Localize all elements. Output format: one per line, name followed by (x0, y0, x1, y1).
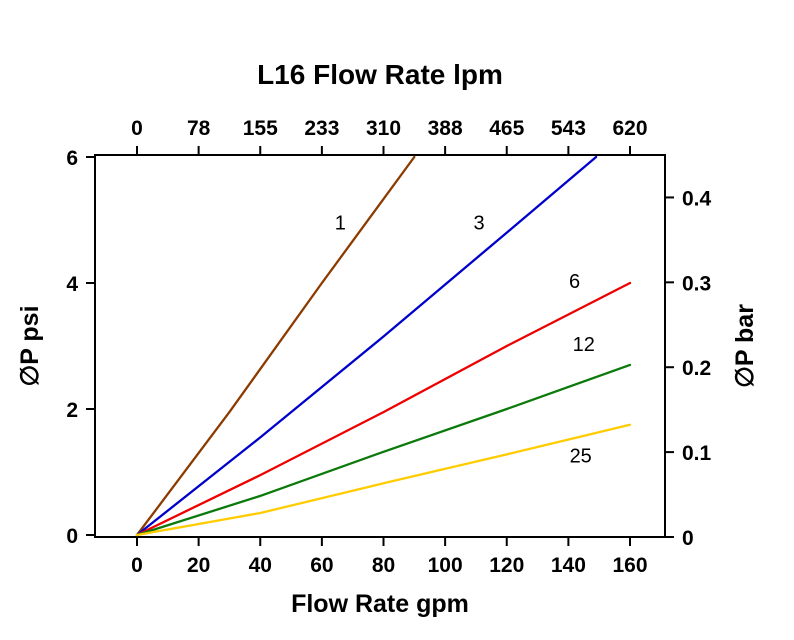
series-label-6: 6 (569, 271, 580, 293)
x-top-tick-label: 155 (243, 117, 278, 140)
x-top-tick-label: 310 (366, 117, 401, 140)
chart-title: L16 Flow Rate lpm (257, 59, 503, 90)
y-right-tick-label: 0.3 (682, 272, 711, 295)
x-top-tick-label: 620 (612, 117, 647, 140)
y-left-tick-label: 2 (66, 399, 78, 422)
series-line-6 (135, 281, 632, 537)
x-bottom-tick-label: 100 (428, 554, 463, 577)
x-top-tick-label: 0 (131, 117, 143, 140)
x-top-tick-label: 78 (187, 117, 211, 140)
x-top-tick-label: 543 (551, 117, 586, 140)
x-bottom-tick-label: 80 (372, 554, 395, 577)
series-label-12: 12 (573, 334, 595, 356)
y-left-tick-label: 0 (66, 525, 78, 548)
y-left-tick-label: 6 (66, 147, 78, 170)
x-bottom-tick-label: 140 (551, 554, 586, 577)
x-bottom-tick-label: 20 (187, 554, 210, 577)
y-axis-label-right: ∅P bar (731, 304, 759, 388)
series-label-3: 3 (473, 212, 484, 234)
x-bottom-tick-label: 60 (310, 554, 333, 577)
x-bottom-tick-label: 120 (489, 554, 524, 577)
x-top-tick-label: 465 (489, 117, 524, 140)
y-axis-label-left: ∅P psi (16, 305, 44, 386)
series-line-25 (135, 423, 632, 537)
x-bottom-tick-label: 40 (249, 554, 272, 577)
series-line-1 (135, 155, 416, 537)
plot-frame (94, 154, 666, 538)
series-label-25: 25 (570, 446, 592, 468)
x-top-tick-label: 388 (428, 117, 463, 140)
y-right-tick-label: 0 (682, 527, 694, 550)
x-axis-label: Flow Rate gpm (291, 590, 469, 618)
series-line-12 (135, 363, 632, 537)
series-label-1: 1 (335, 212, 346, 234)
x-bottom-tick-label: 0 (131, 554, 143, 577)
y-right-tick-label: 0.2 (682, 357, 711, 380)
series-line-3 (135, 155, 598, 537)
y-right-tick-label: 0.4 (682, 187, 712, 210)
y-left-tick-label: 4 (66, 273, 78, 296)
x-top-tick-label: 233 (304, 117, 339, 140)
y-right-tick-label: 0.1 (682, 442, 712, 465)
x-bottom-tick-label: 160 (612, 554, 647, 577)
